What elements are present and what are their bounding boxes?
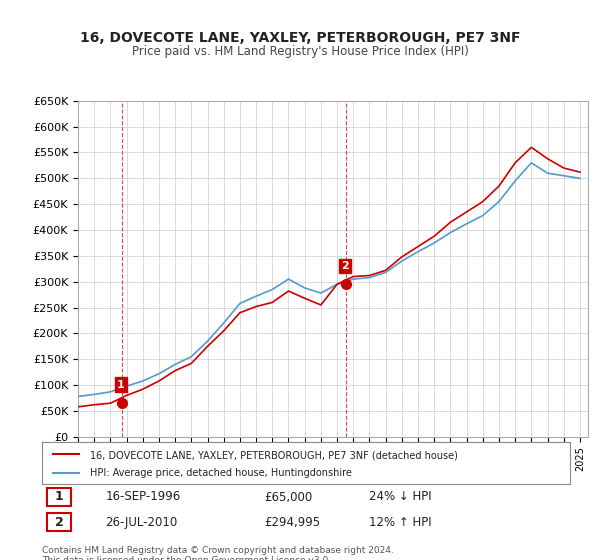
Text: Contains HM Land Registry data © Crown copyright and database right 2024.
This d: Contains HM Land Registry data © Crown c… — [42, 546, 394, 560]
FancyBboxPatch shape — [47, 488, 71, 506]
Text: 26-JUL-2010: 26-JUL-2010 — [106, 516, 178, 529]
Text: £65,000: £65,000 — [264, 491, 312, 503]
Text: 16-SEP-1996: 16-SEP-1996 — [106, 491, 181, 503]
Text: HPI: Average price, detached house, Huntingdonshire: HPI: Average price, detached house, Hunt… — [89, 469, 352, 478]
FancyBboxPatch shape — [47, 513, 71, 531]
Text: 1: 1 — [55, 491, 64, 503]
Text: 16, DOVECOTE LANE, YAXLEY, PETERBOROUGH, PE7 3NF: 16, DOVECOTE LANE, YAXLEY, PETERBOROUGH,… — [80, 31, 520, 45]
Text: Price paid vs. HM Land Registry's House Price Index (HPI): Price paid vs. HM Land Registry's House … — [131, 45, 469, 58]
Text: 24% ↓ HPI: 24% ↓ HPI — [370, 491, 432, 503]
Text: 12% ↑ HPI: 12% ↑ HPI — [370, 516, 432, 529]
Text: 2: 2 — [341, 261, 349, 271]
Text: 1: 1 — [117, 380, 125, 390]
Text: 16, DOVECOTE LANE, YAXLEY, PETERBOROUGH, PE7 3NF (detached house): 16, DOVECOTE LANE, YAXLEY, PETERBOROUGH,… — [89, 450, 457, 460]
Text: 2: 2 — [55, 516, 64, 529]
Text: £294,995: £294,995 — [264, 516, 320, 529]
